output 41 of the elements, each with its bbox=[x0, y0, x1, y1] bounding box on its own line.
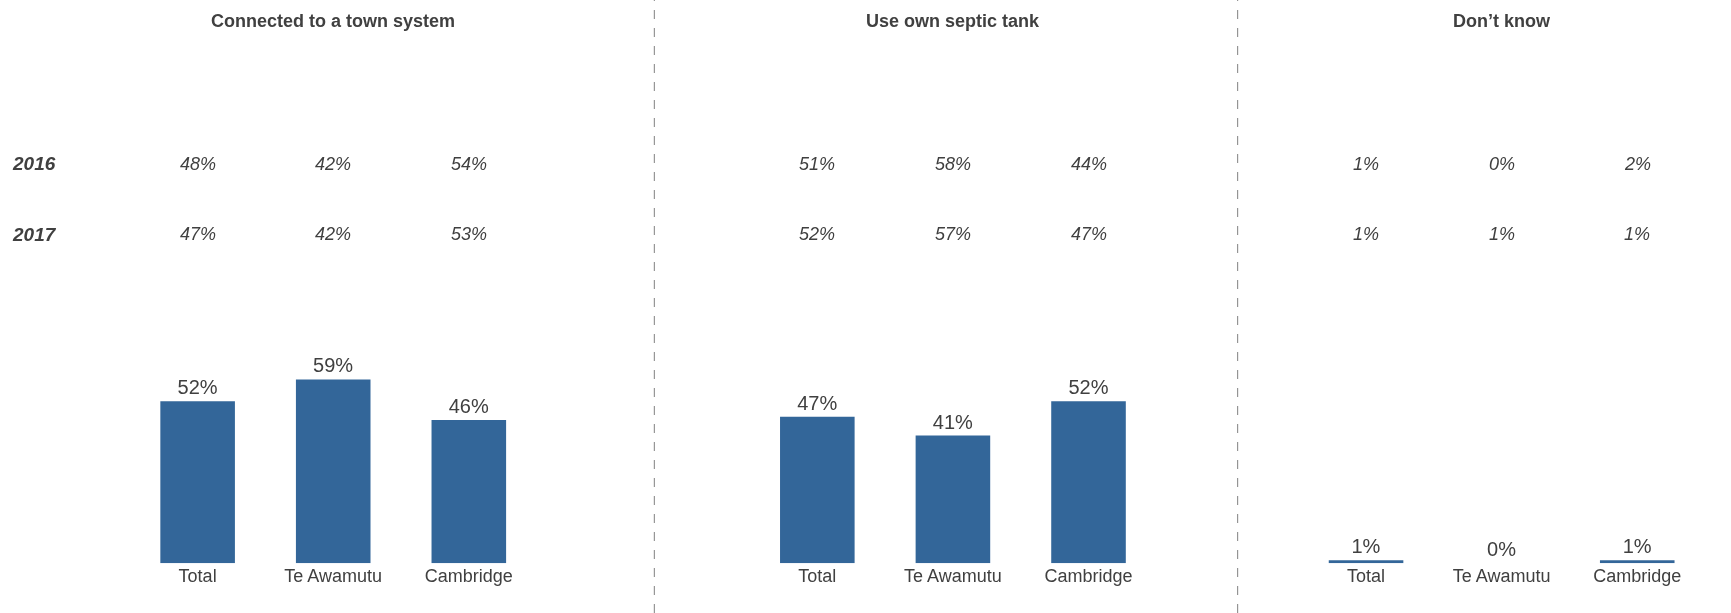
x-tick-label: Total bbox=[798, 566, 837, 587]
data-label: 46% bbox=[448, 394, 489, 417]
text: 2017 bbox=[12, 224, 57, 245]
text: 42% bbox=[315, 154, 352, 174]
chart-title: Don’t know bbox=[1453, 11, 1551, 31]
x-tick-label: Te Awamutu bbox=[1452, 566, 1551, 587]
x-tick-label: Te Awamutu bbox=[904, 566, 1002, 587]
text: 52% bbox=[799, 224, 836, 244]
data-label: 47% bbox=[797, 391, 838, 414]
chart-title: Use own septic tank bbox=[866, 11, 1041, 31]
data-label: 52% bbox=[177, 376, 218, 399]
text: 2016 bbox=[12, 153, 56, 174]
data-label: 59% bbox=[313, 354, 354, 377]
text: 1% bbox=[1489, 224, 1516, 244]
x-tick-label: Cambridge bbox=[424, 566, 513, 587]
text: 57% bbox=[935, 224, 972, 244]
text: 54% bbox=[451, 154, 488, 174]
text: 44% bbox=[1071, 154, 1108, 174]
data-label: 1% bbox=[1622, 535, 1652, 558]
text: 1% bbox=[1353, 224, 1380, 244]
text: 48% bbox=[180, 154, 217, 174]
data-label: 41% bbox=[932, 410, 974, 433]
text: 42% bbox=[315, 224, 352, 244]
data-label: 1% bbox=[1351, 535, 1381, 558]
x-tick-label: Total bbox=[1347, 566, 1386, 587]
x-tick-label: Cambridge bbox=[1044, 566, 1133, 587]
x-tick-label: Total bbox=[178, 566, 217, 587]
text: 2% bbox=[1624, 154, 1652, 174]
x-tick-label: Te Awamutu bbox=[284, 566, 383, 587]
text: 51% bbox=[799, 154, 836, 174]
text: 1% bbox=[1624, 224, 1651, 244]
data-label: 52% bbox=[1068, 376, 1109, 399]
text: 0% bbox=[1489, 154, 1516, 174]
text: 58% bbox=[935, 154, 972, 174]
text: 53% bbox=[451, 224, 488, 244]
text: 47% bbox=[1071, 224, 1108, 244]
x-tick-label: Cambridge bbox=[1593, 566, 1682, 587]
text: 47% bbox=[180, 224, 217, 244]
text: 1% bbox=[1353, 154, 1380, 174]
data-label: 0% bbox=[1487, 538, 1517, 561]
chart-title: Connected to a town system bbox=[211, 11, 456, 31]
